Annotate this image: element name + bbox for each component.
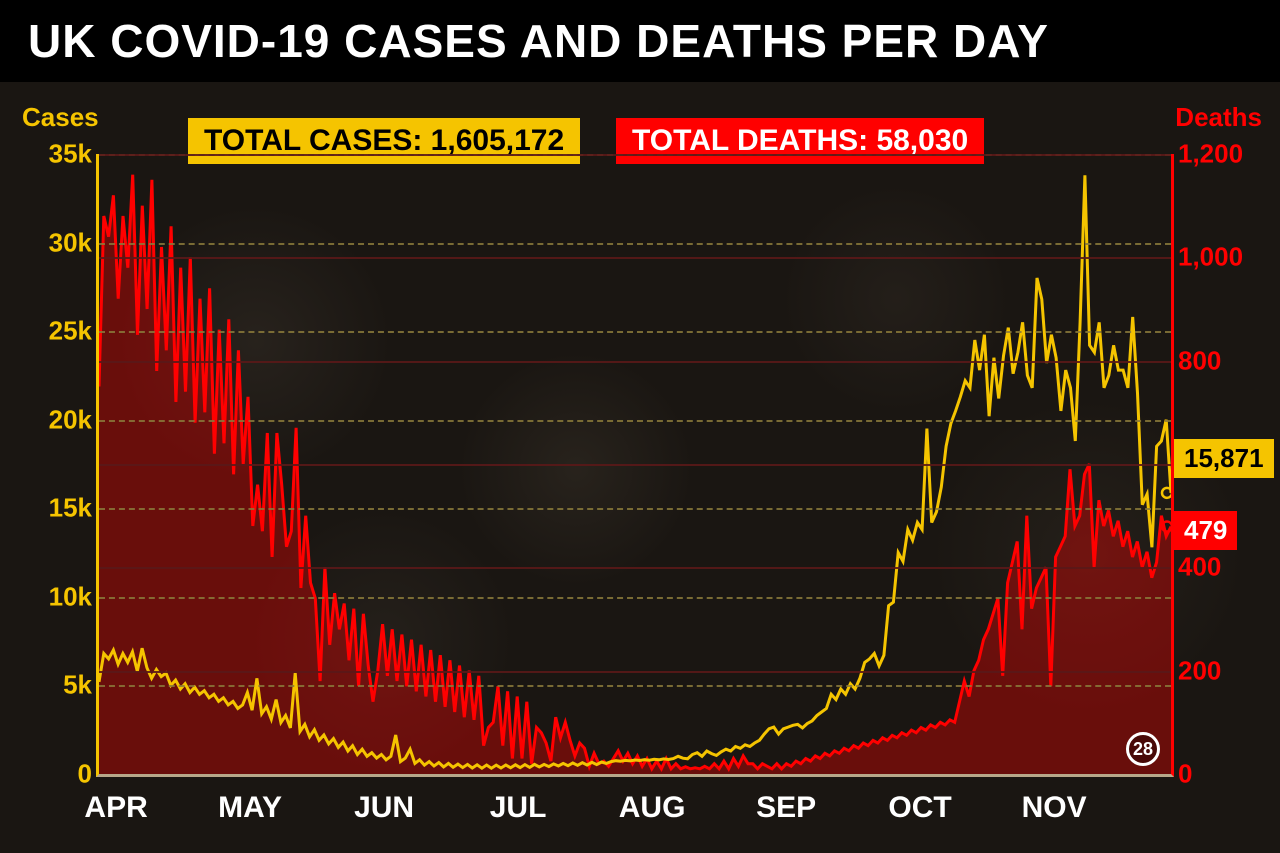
right-tick: 0 bbox=[1178, 759, 1192, 790]
end-date-badge: 28 bbox=[1126, 732, 1160, 766]
right-axis-label: Deaths bbox=[1175, 102, 1262, 133]
right-tick: 200 bbox=[1178, 655, 1221, 686]
x-tick: APR bbox=[84, 791, 147, 825]
left-tick: 20k bbox=[49, 404, 92, 435]
left-axis-label: Cases bbox=[22, 102, 99, 133]
left-tick: 0 bbox=[78, 759, 92, 790]
deaths-endpoint-label: 479 bbox=[1174, 511, 1237, 550]
cases-endpoint-label: 15,871 bbox=[1174, 439, 1274, 478]
right-tick: 1,000 bbox=[1178, 242, 1243, 273]
chart-title: UK COVID-19 CASES AND DEATHS PER DAY bbox=[0, 0, 1280, 82]
chart-frame: Cases Deaths TOTAL CASES: 1,605,172 TOTA… bbox=[18, 96, 1262, 835]
right-tick: 1,200 bbox=[1178, 139, 1243, 170]
x-tick: SEP bbox=[756, 791, 816, 825]
x-tick: NOV bbox=[1022, 791, 1087, 825]
x-tick: JUN bbox=[354, 791, 414, 825]
left-tick: 30k bbox=[49, 227, 92, 258]
plot-area bbox=[96, 154, 1174, 777]
right-tick: 800 bbox=[1178, 345, 1221, 376]
chart-title-text: UK COVID-19 CASES AND DEATHS PER DAY bbox=[28, 14, 1049, 68]
x-tick: OCT bbox=[888, 791, 951, 825]
left-tick: 10k bbox=[49, 581, 92, 612]
right-tick: 400 bbox=[1178, 552, 1221, 583]
left-tick: 25k bbox=[49, 316, 92, 347]
x-tick: JUL bbox=[490, 791, 547, 825]
left-tick: 15k bbox=[49, 493, 92, 524]
x-tick: AUG bbox=[619, 791, 686, 825]
left-tick: 35k bbox=[49, 139, 92, 170]
x-tick: MAY bbox=[218, 791, 282, 825]
left-tick: 5k bbox=[63, 670, 92, 701]
